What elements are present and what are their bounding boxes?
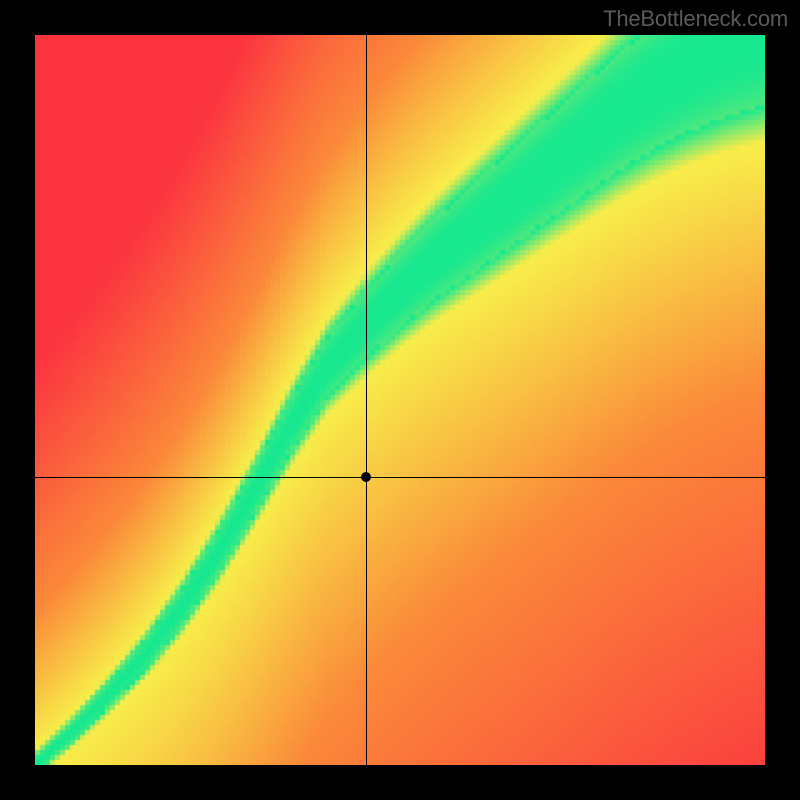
plot-area	[35, 35, 765, 765]
crosshair-horizontal	[35, 477, 765, 478]
chart-container: TheBottleneck.com	[0, 0, 800, 800]
marker-dot	[361, 472, 371, 482]
heatmap-canvas	[35, 35, 765, 765]
crosshair-vertical	[366, 35, 367, 765]
watermark-text: TheBottleneck.com	[603, 6, 788, 32]
